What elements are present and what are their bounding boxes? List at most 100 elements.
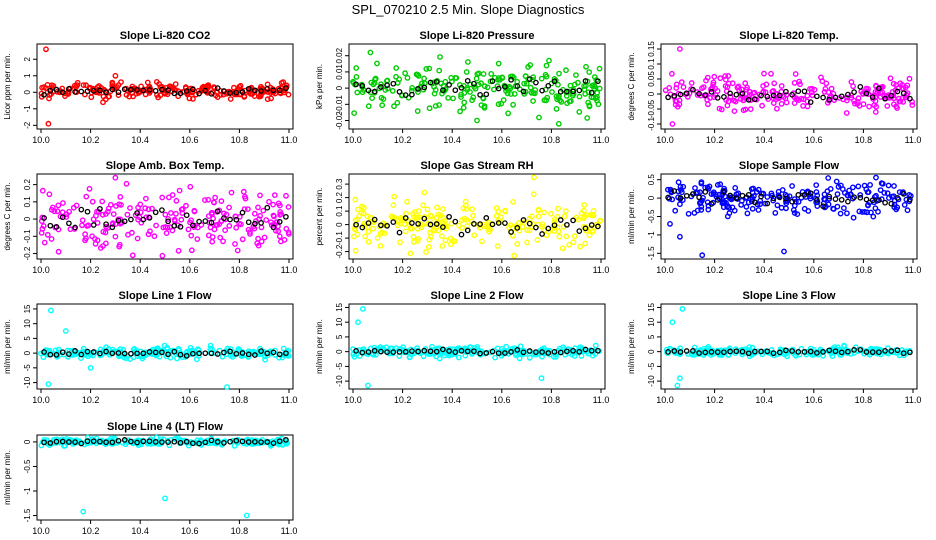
data-point — [563, 233, 570, 240]
trace-point — [233, 216, 240, 223]
data-point — [149, 205, 155, 212]
trace-point — [359, 82, 366, 89]
data-point — [861, 208, 868, 215]
data-point — [792, 71, 799, 77]
x-tick-label: 10.0 — [656, 135, 674, 145]
data-point — [543, 232, 550, 239]
trace-point — [47, 87, 54, 94]
trace-point — [539, 87, 545, 94]
trace-point — [221, 88, 227, 94]
data-point — [469, 206, 475, 213]
trace-point — [502, 83, 508, 90]
data-point — [878, 196, 885, 203]
trace-point — [900, 191, 907, 197]
data-point — [875, 208, 881, 215]
y-tick-label: -0.1 — [23, 229, 32, 243]
data-point — [262, 356, 268, 363]
data-point — [899, 85, 906, 92]
trace-point — [869, 94, 876, 101]
data-point — [100, 228, 107, 235]
data-point — [284, 440, 290, 447]
trace-point — [53, 86, 60, 93]
data-point — [399, 215, 406, 222]
trace-point — [539, 349, 545, 355]
data-point — [532, 90, 538, 97]
data-point — [727, 93, 734, 100]
trace-point — [90, 349, 97, 355]
chart-panel-7: Slope Line 1 Flow ml/min per min. -10 -5 0 5 1… — [3, 290, 297, 405]
x-tick-label: 10.0 — [32, 135, 50, 145]
data-point — [193, 91, 199, 98]
data-point — [704, 184, 711, 191]
outlier-point — [48, 307, 54, 314]
chart-title: Slope Li-820 Temp. — [739, 30, 838, 42]
trace-point — [795, 192, 802, 198]
x-tick-label: 10.6 — [805, 135, 823, 145]
data-point — [117, 193, 124, 200]
data-point — [390, 202, 397, 209]
data-point — [90, 216, 97, 223]
trace-point — [876, 197, 882, 203]
trace-point — [690, 86, 696, 93]
trace-point — [807, 99, 814, 105]
data-point — [393, 65, 400, 71]
trace-point — [378, 84, 384, 90]
trace-point — [595, 347, 601, 354]
trace-point — [733, 195, 740, 202]
data-point — [556, 70, 562, 77]
y-tick-label: 0 — [23, 90, 32, 95]
data-point — [172, 81, 179, 88]
data-point — [532, 87, 539, 93]
trace-point — [690, 348, 696, 354]
x-tick-label: 10.8 — [231, 135, 249, 145]
plot-frame — [36, 43, 294, 130]
data-point — [160, 224, 167, 231]
data-point — [285, 204, 292, 210]
trace-point — [245, 85, 252, 92]
trace-point — [576, 228, 583, 234]
outlier-point — [43, 46, 49, 53]
data-point — [485, 224, 492, 231]
data-point — [424, 206, 431, 213]
trace-point — [814, 350, 820, 356]
outlier-point — [667, 220, 673, 227]
data-point — [205, 196, 212, 203]
outlier-point — [531, 174, 537, 181]
data-point — [116, 201, 123, 208]
trace-point — [258, 348, 264, 354]
data-point — [562, 208, 569, 215]
trace-point — [857, 346, 864, 353]
trace-point — [402, 348, 409, 355]
data-point — [471, 232, 478, 239]
trace-point — [121, 218, 128, 225]
x-tick-label: 10.6 — [493, 135, 511, 145]
data-point — [873, 174, 879, 181]
trace-point — [708, 349, 715, 355]
trace-point — [208, 437, 215, 444]
trace-point — [446, 213, 452, 220]
data-point — [851, 100, 858, 107]
data-point — [435, 227, 442, 234]
data-point — [164, 346, 171, 352]
trace-point — [152, 87, 159, 94]
data-point — [175, 247, 182, 254]
trace-point — [72, 224, 78, 231]
data-point — [79, 217, 86, 224]
data-point — [759, 102, 765, 109]
trace-point — [783, 347, 789, 354]
y-tick-label: 5 — [647, 334, 656, 339]
data-point — [594, 94, 600, 101]
trace-point — [876, 85, 882, 92]
data-point — [458, 91, 464, 98]
data-point — [581, 86, 588, 93]
data-point — [438, 233, 445, 239]
trace-point — [739, 192, 746, 199]
data-point — [384, 85, 391, 92]
trace-point — [365, 349, 372, 355]
data-point — [558, 99, 565, 105]
trace-point — [776, 349, 783, 356]
data-point — [843, 110, 850, 116]
trace-point — [134, 87, 140, 93]
data-point — [884, 103, 891, 109]
chart-panel-5: Slope Gas Stream RH percent per min. -0.2-… — [315, 160, 609, 275]
